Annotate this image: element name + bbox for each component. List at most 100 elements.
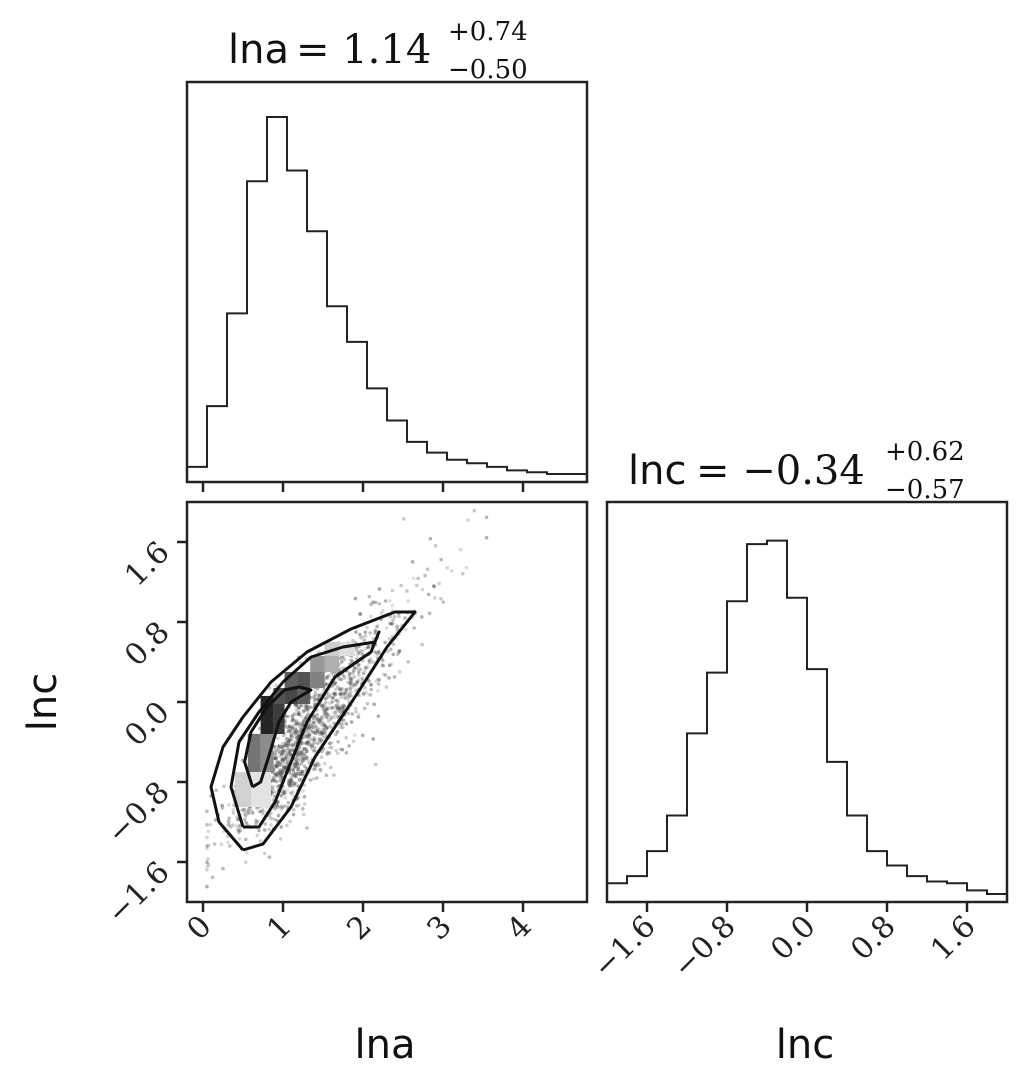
scatter-point xyxy=(205,884,209,889)
scatter-point xyxy=(377,601,382,606)
scatter-point xyxy=(297,712,302,717)
scatter-point xyxy=(315,716,319,721)
scatter-point xyxy=(348,691,352,695)
scatter-point xyxy=(294,760,299,764)
scatter-point xyxy=(299,714,304,719)
scatter-point xyxy=(299,769,303,774)
scatter-point xyxy=(332,691,337,696)
scatter-point xyxy=(285,787,290,792)
scatter-point xyxy=(284,754,289,759)
scatter-point xyxy=(347,671,352,675)
scatter-point xyxy=(348,678,353,682)
scatter-point xyxy=(414,583,419,588)
scatter-point xyxy=(325,715,329,720)
scatter-point xyxy=(369,692,373,697)
scatter-point xyxy=(287,780,291,785)
scatter-point xyxy=(283,751,287,755)
scatter-point xyxy=(351,739,356,744)
scatter-point xyxy=(312,720,316,725)
scatter-point xyxy=(286,739,290,744)
scatter-point xyxy=(291,790,295,794)
scatter-point xyxy=(206,857,210,861)
scatter-point xyxy=(300,769,305,774)
scatter-point xyxy=(277,761,282,765)
scatter-point xyxy=(301,772,305,776)
scatter-point xyxy=(282,757,287,761)
scatter-point xyxy=(220,806,225,810)
scatter-point xyxy=(372,702,377,707)
scatter-point xyxy=(281,766,286,771)
scatter-point xyxy=(299,777,303,782)
scatter-point xyxy=(306,712,310,717)
scatter-point xyxy=(289,734,294,739)
scatter-point xyxy=(373,628,378,633)
scatter-point xyxy=(255,806,259,810)
scatter-point xyxy=(332,773,336,777)
scatter-point xyxy=(328,701,332,705)
scatter-point xyxy=(428,536,433,541)
scatter-point xyxy=(261,810,266,815)
scatter-point xyxy=(297,722,301,726)
scatter-point xyxy=(301,807,305,811)
scatter-point xyxy=(296,712,301,717)
scatter-point xyxy=(311,767,316,771)
panel-marginal-lna: lna = 1.14 +0.74 −0.50 xyxy=(185,17,589,492)
scatter-point xyxy=(373,600,378,605)
scatter-point xyxy=(279,745,284,749)
scatter-point xyxy=(329,706,334,711)
scatter-point xyxy=(406,660,410,664)
scatter-point xyxy=(288,749,293,754)
scatter-point xyxy=(350,685,355,689)
scatter-point xyxy=(277,745,281,749)
scatter-point xyxy=(284,743,288,747)
scatter-point xyxy=(267,827,272,832)
scatter-point xyxy=(325,707,329,711)
marginal-lnc-histogram xyxy=(607,539,1007,895)
scatter-point xyxy=(351,683,356,687)
scatter-point xyxy=(288,819,292,824)
scatter-point xyxy=(328,765,333,770)
scatter-point xyxy=(368,631,373,635)
scatter-point xyxy=(340,747,345,752)
scatter-point xyxy=(355,648,359,652)
scatter-point xyxy=(332,691,336,696)
scatter-point xyxy=(317,727,322,732)
scatter-point xyxy=(295,761,300,765)
scatter-point xyxy=(387,663,392,668)
scatter-point xyxy=(343,696,348,700)
scatter-point xyxy=(375,677,380,681)
scatter-point xyxy=(366,645,370,649)
scatter-point xyxy=(205,860,209,865)
scatter-point xyxy=(356,678,361,682)
scatter-point xyxy=(282,744,287,748)
scatter-point xyxy=(361,693,366,697)
scatter-point xyxy=(258,809,263,814)
scatter-point xyxy=(276,772,281,776)
scatter-point xyxy=(376,689,380,693)
scatter-point xyxy=(280,756,285,761)
scatter-point xyxy=(313,726,318,730)
scatter-point xyxy=(254,821,258,826)
scatter-point xyxy=(347,693,352,697)
scatter-point xyxy=(306,733,310,738)
scatter-point xyxy=(234,824,239,828)
density-cell xyxy=(251,772,271,807)
density-cell xyxy=(247,734,261,772)
scatter-point xyxy=(323,761,327,766)
scatter-point xyxy=(373,631,377,635)
scatter-point xyxy=(293,740,298,744)
scatter-point xyxy=(338,656,343,661)
scatter-point xyxy=(305,826,309,830)
scatter-point xyxy=(255,833,260,838)
scatter-point xyxy=(355,680,360,684)
scatter-point xyxy=(348,690,353,694)
scatter-point xyxy=(226,802,231,807)
scatter-point xyxy=(312,749,317,753)
scatter-point xyxy=(301,709,306,713)
scatter-point xyxy=(284,743,289,748)
scatter-point xyxy=(359,636,363,640)
scatter-point xyxy=(294,721,298,726)
scatter-point xyxy=(282,804,287,808)
scatter-point xyxy=(206,843,211,848)
joint-ytick-label: 1.6 xyxy=(118,535,176,593)
